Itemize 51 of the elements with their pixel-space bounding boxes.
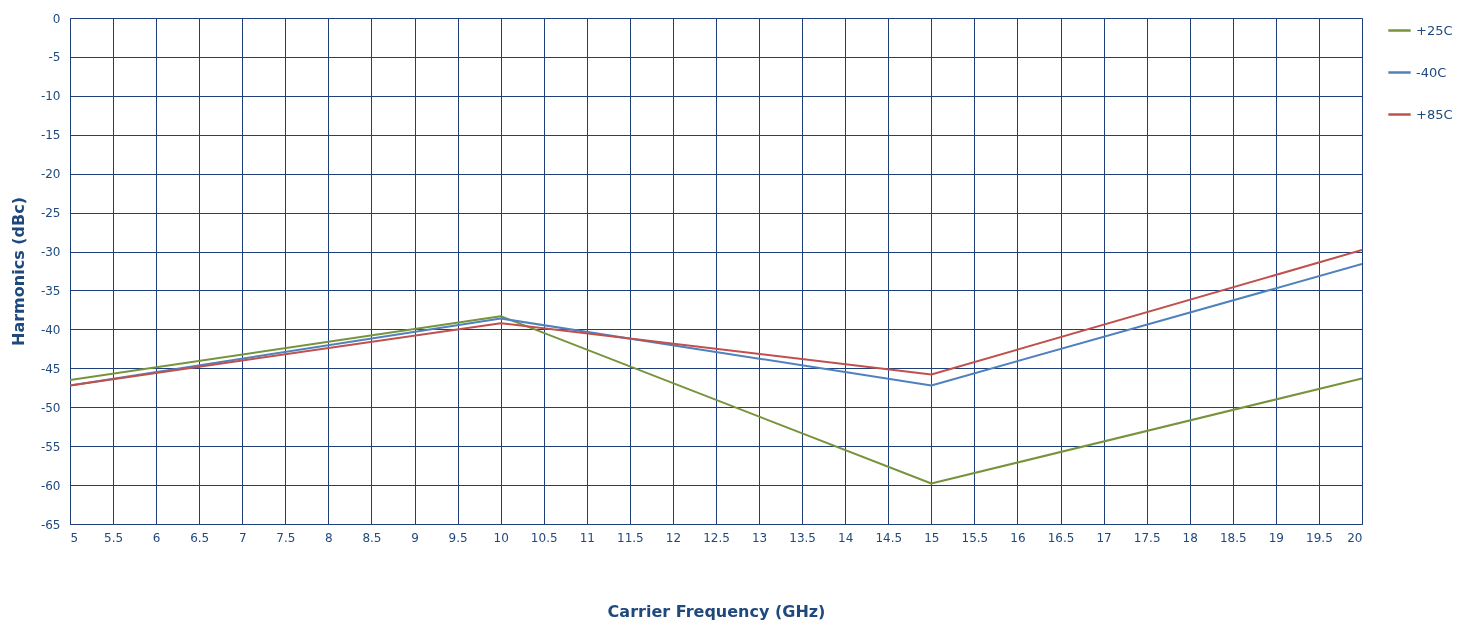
x-tick-label: 17 [1096,530,1112,545]
x-tick-label: 16 [1010,530,1026,545]
x-tick-label: 19.5 [1306,530,1333,545]
x-tick-label: 13 [751,530,768,545]
x-tick-label: 19 [1268,530,1285,545]
legend-label: -40C [1416,64,1447,80]
y-tick-label: -35 [40,283,61,298]
y-tick-label: -5 [48,50,61,65]
y-tick-label: -40 [40,322,61,337]
y-axis-title: Harmonics (dBc) [8,197,28,346]
x-tick-label: 16.5 [1047,530,1075,545]
x-tick-label: 5 [70,530,79,545]
y-tick-label: -10 [40,89,61,104]
y-tick-label: -65 [40,517,61,532]
x-tick-label: 9 [411,530,419,545]
y-tick-label: -45 [40,361,61,376]
x-tick-label: 17.5 [1133,530,1161,545]
x-tick-label: 13.5 [789,530,816,545]
x-tick-label: 6 [152,530,161,545]
x-tick-label: 7.5 [276,530,296,545]
x-tick-label: 9.5 [448,530,468,545]
y-tick-label: -30 [40,245,61,260]
y-tick-label: -15 [40,128,61,143]
x-axis-title: Carrier Frequency (GHz) [607,601,826,621]
x-tick-label: 18 [1182,530,1198,545]
x-tick-label: 10.5 [530,530,558,545]
y-tick-label: 0 [52,11,61,26]
x-tick-label: 14 [838,530,854,545]
legend-label: +85C [1416,106,1453,122]
x-tick-label: 10 [493,530,509,545]
y-tick-label: -60 [40,478,61,493]
x-tick-label: 14.5 [875,530,903,545]
y-tick-label: -25 [40,206,61,221]
line-series [70,315,1362,485]
x-tick-label: 12 [665,530,682,545]
x-tick-label: 11 [579,530,595,545]
x-tick-label: 12.5 [703,530,730,545]
x-tick-label: 8.5 [362,530,382,545]
x-tick-label: 15.5 [961,530,989,545]
y-tick-label: -55 [40,439,61,454]
x-tick-label: 7 [238,530,247,545]
legend-label: +25C [1416,22,1453,38]
x-tick-label: 18.5 [1219,530,1247,545]
x-tick-label: 8 [325,530,333,545]
y-tick-label: -20 [40,167,61,182]
y-tick-label: -50 [40,400,61,415]
x-tick-label: 11.5 [617,530,644,545]
x-tick-label: 5.5 [104,530,124,545]
x-tick-label: 15 [924,530,940,545]
x-tick-label: 20 [1347,530,1363,545]
x-tick-label: 6.5 [190,530,210,545]
